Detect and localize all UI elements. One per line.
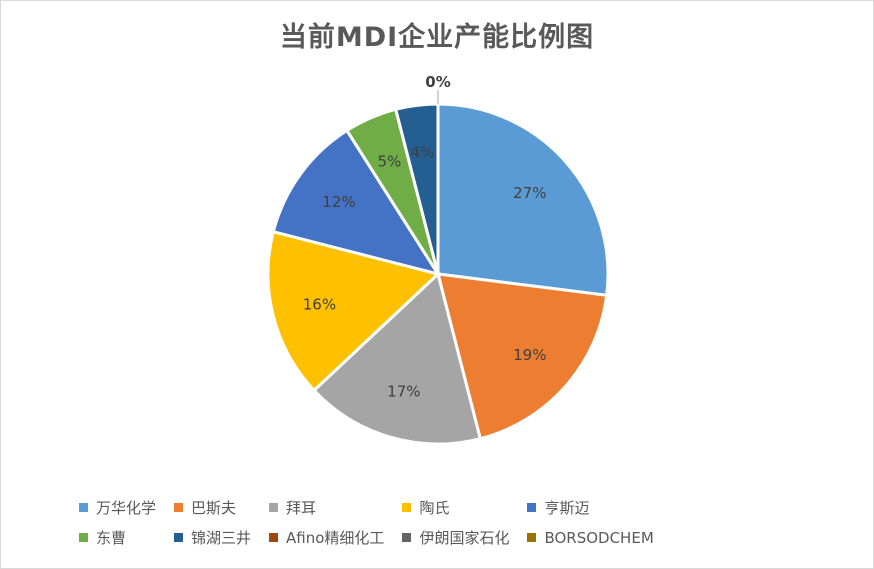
legend-swatch-3 xyxy=(402,503,412,512)
legend-label-3: 陶氏 xyxy=(419,499,450,517)
legend-swatch-8 xyxy=(402,533,412,542)
legend-item-3: 陶氏 xyxy=(402,497,509,518)
legend-label-8: 伊朗国家石化 xyxy=(419,529,510,547)
legend-swatch-4 xyxy=(527,503,537,512)
data-label-4: 12% xyxy=(322,193,355,211)
pie-slice-4 xyxy=(271,128,442,277)
legend-item-5: 东曹 xyxy=(79,527,156,548)
data-label-2: 17% xyxy=(387,383,420,401)
data-label-zero: 0% xyxy=(425,73,450,91)
legend: 万华化学 巴斯夫 拜耳 陶氏 亨斯迈东曹 锦湖三井 Afino精细化工 伊朗国家石化 BORSO… xyxy=(79,497,799,548)
legend-label-2: 拜耳 xyxy=(286,499,317,517)
legend-label-7: Afino精细化工 xyxy=(286,529,385,547)
chart-title: 当前MDI企业产能比例图 xyxy=(279,22,595,53)
legend-label-0: 万华化学 xyxy=(96,499,157,517)
legend-swatch-7 xyxy=(269,533,279,542)
data-label-5: 5% xyxy=(377,153,401,171)
legend-item-0: 万华化学 xyxy=(79,497,156,518)
pie-slice-2 xyxy=(311,271,483,446)
legend-label-1: 巴斯夫 xyxy=(191,499,237,517)
data-label-6: 4% xyxy=(411,144,435,162)
legend-swatch-5 xyxy=(79,533,88,542)
legend-label-4: 亨斯迈 xyxy=(544,499,590,517)
pie-slice-0 xyxy=(436,102,610,297)
data-label-1: 19% xyxy=(513,346,546,364)
pie-chart: 27% 19% 17% 16% 12% 5% 4% 0% xyxy=(266,73,610,446)
data-label-3: 16% xyxy=(303,295,336,313)
legend-item-8: 伊朗国家石化 xyxy=(402,527,509,548)
legend-swatch-0 xyxy=(79,503,88,512)
pie-slice-1 xyxy=(435,272,609,441)
legend-item-7: Afino精细化工 xyxy=(269,527,384,548)
legend-item-9: BORSODCHEM xyxy=(527,527,654,548)
legend-item-6: 锦湖三井 xyxy=(174,527,251,548)
legend-item-4: 亨斯迈 xyxy=(527,497,653,518)
legend-swatch-2 xyxy=(269,503,279,512)
legend-item-1: 巴斯夫 xyxy=(174,497,251,518)
legend-label-9: BORSODCHEM xyxy=(544,528,654,547)
data-label-0: 27% xyxy=(513,184,546,202)
legend-label-6: 锦湖三井 xyxy=(191,529,252,547)
legend-swatch-9 xyxy=(527,533,537,542)
legend-label-5: 东曹 xyxy=(96,529,127,547)
legend-item-2: 拜耳 xyxy=(269,497,384,518)
legend-swatch-6 xyxy=(174,533,184,542)
pie-slice-3 xyxy=(266,229,442,393)
legend-swatch-1 xyxy=(174,503,184,512)
